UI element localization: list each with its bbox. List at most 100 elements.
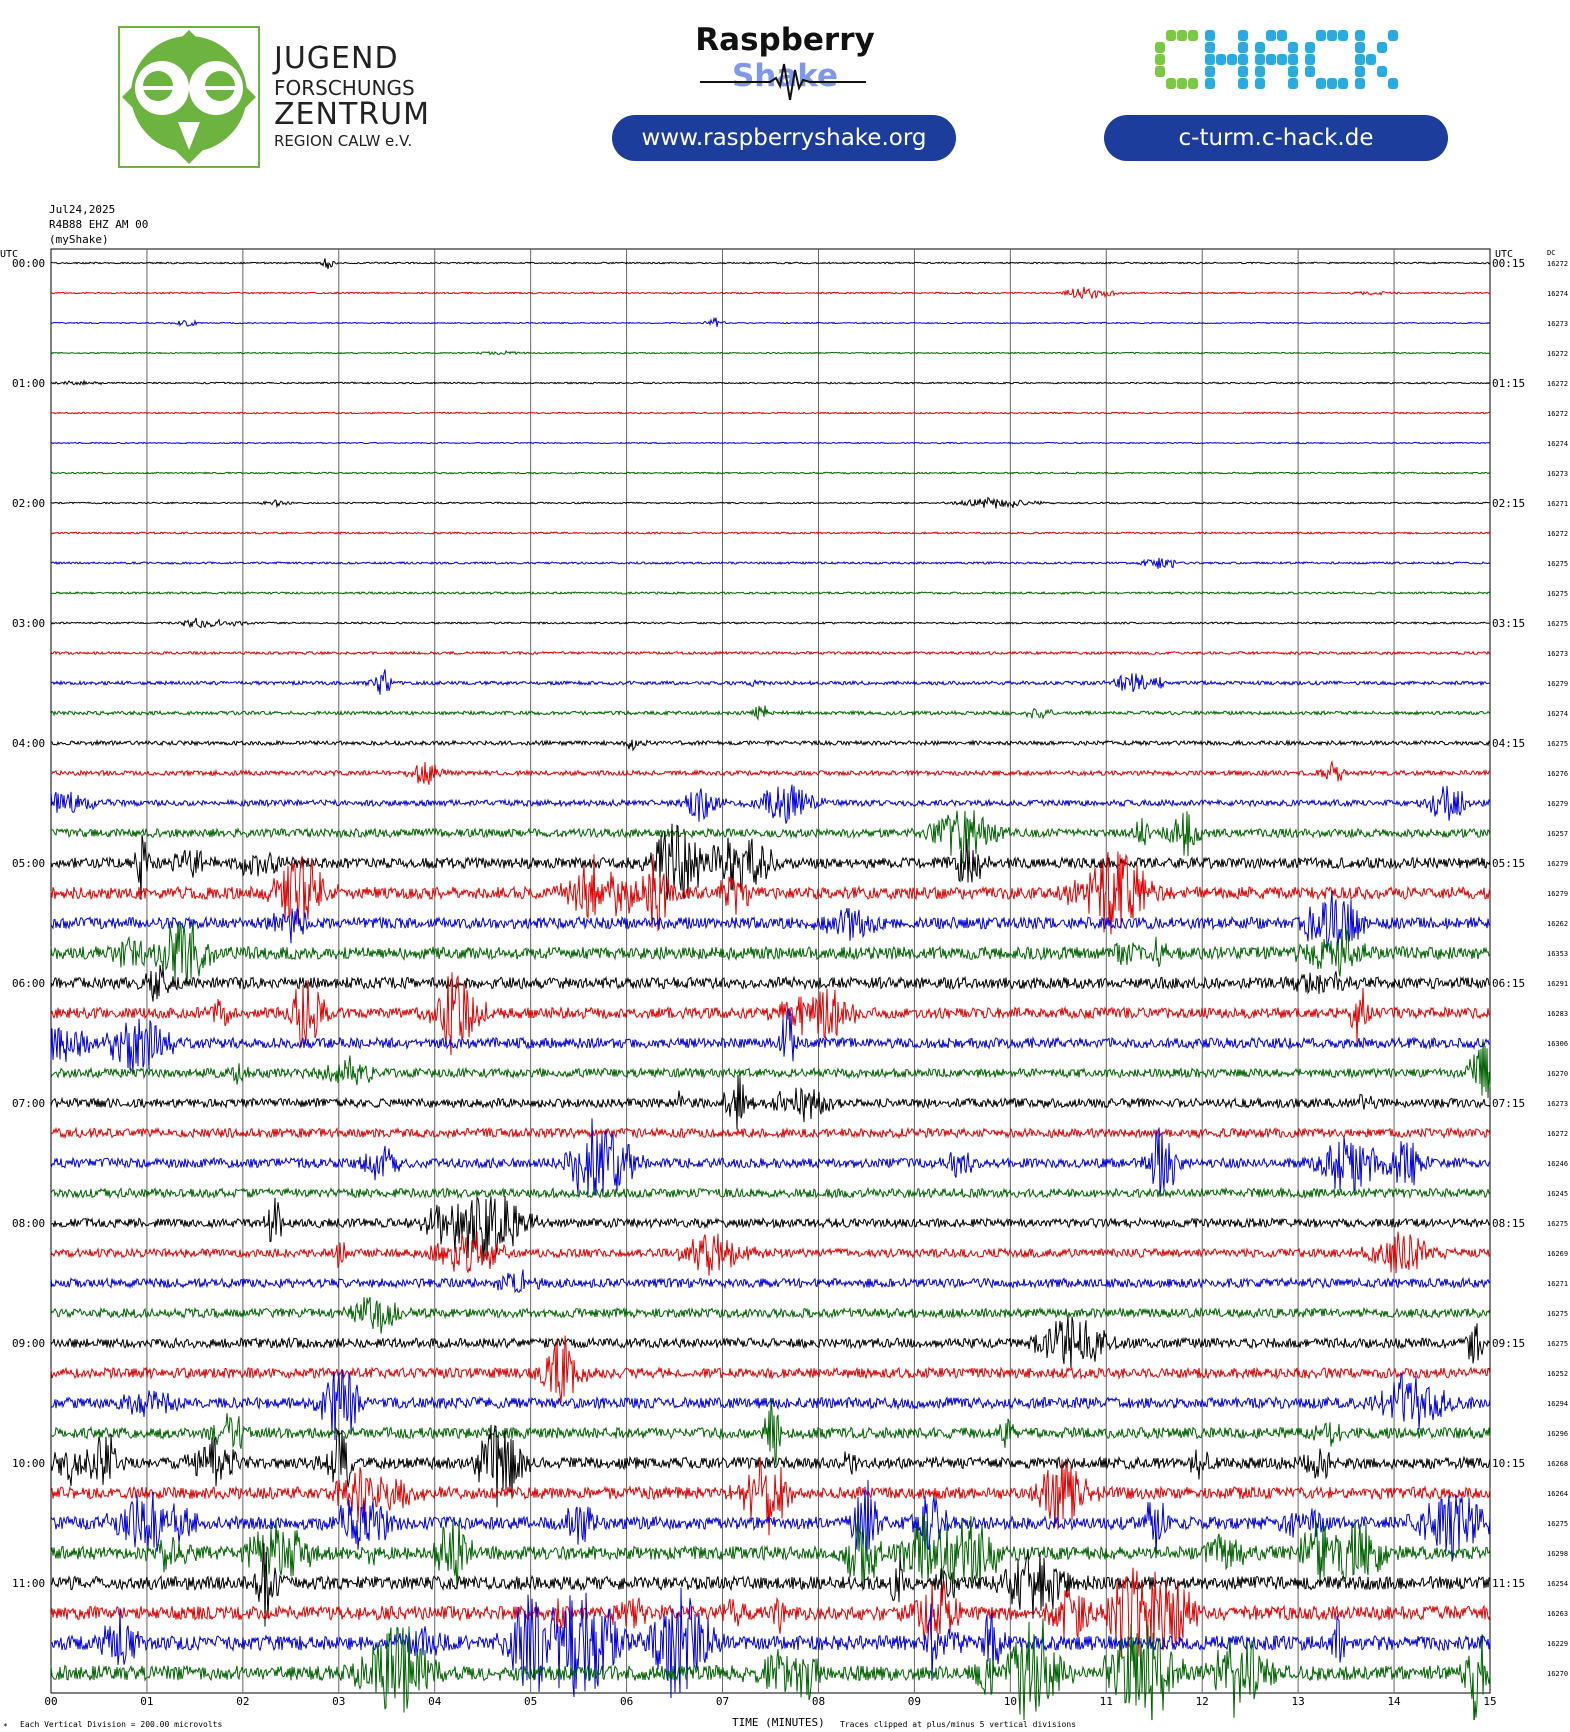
dc-value: 16279	[1547, 680, 1568, 688]
plot-station: R4B88 EHZ AM 00	[49, 218, 149, 231]
trace-line	[50, 590, 1491, 595]
trace-line	[50, 823, 1491, 900]
trace-line	[50, 441, 1491, 445]
dc-value: 16273	[1547, 1100, 1568, 1108]
trace-line	[50, 496, 1491, 509]
dc-value: 16271	[1547, 500, 1568, 508]
dc-value: 16279	[1547, 860, 1568, 868]
x-tick-label: 01	[140, 1695, 153, 1708]
dc-value: 16274	[1547, 710, 1568, 718]
dc-value: 16246	[1547, 1160, 1568, 1168]
dc-value: 16294	[1547, 1400, 1568, 1408]
trace-line	[50, 759, 1491, 785]
x-tick-label: 05	[524, 1695, 537, 1708]
seismic-wave-icon	[700, 63, 866, 101]
dc-value: 16273	[1547, 650, 1568, 658]
dc-value: 16296	[1547, 1430, 1568, 1438]
seismic-traces	[50, 258, 1491, 1720]
x-tick-label: 10	[1004, 1695, 1017, 1708]
chack-letter-c	[1305, 30, 1348, 89]
trace-line	[50, 1269, 1491, 1294]
trace-line	[50, 1567, 1491, 1658]
right-time-label: 08:15	[1492, 1217, 1525, 1230]
right-time-label: 03:15	[1492, 617, 1525, 630]
trace-line	[50, 1543, 1491, 1627]
trace-line	[50, 1618, 1491, 1720]
dc-value: 16263	[1547, 1610, 1568, 1618]
raspberry-word: Raspberry	[695, 22, 875, 58]
right-time-label: 02:15	[1492, 497, 1525, 510]
dc-value: 16270	[1547, 1670, 1568, 1678]
left-time-label: 07:00	[12, 1097, 45, 1110]
jfz-line3: ZENTRUM	[274, 97, 430, 132]
dc-value: 16252	[1547, 1370, 1568, 1378]
chack-letter-h	[1205, 30, 1248, 89]
dc-value: 16353	[1547, 950, 1568, 958]
division-note: Each Vertical Division = 200.00 microvol…	[20, 1720, 223, 1729]
dc-value: 16275	[1547, 1310, 1568, 1318]
chack-letter-k	[1355, 30, 1398, 89]
chack-url[interactable]: c-turm.c-hack.de	[1104, 115, 1448, 161]
dc-value: 16275	[1547, 620, 1568, 628]
helicorder-plot: 00 01 02 03 04 05 06 07 08 09 10 11 12 13 14 15 UTC UTC DC…	[0, 248, 1568, 1720]
trace-line	[50, 1315, 1491, 1369]
x-tick-label: 15	[1483, 1695, 1496, 1708]
dc-value: 16272	[1547, 410, 1568, 418]
plot-frame	[50, 248, 1491, 1694]
right-time-label: 09:15	[1492, 1337, 1525, 1350]
raspberry-shake-url[interactable]: www.raspberryshake.org	[612, 115, 956, 161]
trace-line	[51, 1399, 1491, 1465]
trace-line	[50, 1514, 1491, 1590]
trace-line	[50, 1479, 1491, 1562]
x-tick-label: 12	[1196, 1695, 1209, 1708]
dc-label: DC	[1547, 249, 1555, 257]
dc-value: 16273	[1547, 320, 1568, 328]
dc-value: 16283	[1547, 1010, 1568, 1018]
trace-line	[50, 1424, 1491, 1508]
trace-line	[50, 964, 1491, 1002]
jfz-line4: REGION CALW e.V.	[274, 132, 413, 150]
dc-value: 16245	[1547, 1190, 1568, 1198]
dc-value: 16271	[1547, 1280, 1568, 1288]
left-time-label: 06:00	[12, 977, 45, 990]
trace-line	[50, 258, 1491, 269]
jfz-name: JUGEND FORSCHUNGS ZENTRUM REGION CALW e.…	[274, 44, 430, 149]
trace-line	[50, 851, 1491, 935]
chack-letter-c	[1155, 30, 1198, 89]
trace-line	[50, 557, 1491, 569]
dc-value: 16275	[1547, 1220, 1568, 1228]
left-time-label: 01:00	[12, 377, 45, 390]
jfz-logo: JUGEND FORSCHUNGS ZENTRUM REGION CALW e.…	[118, 26, 438, 168]
plot-source: (myShake)	[49, 233, 109, 246]
dc-value: 16269	[1547, 1250, 1568, 1258]
trace-line	[50, 1008, 1491, 1072]
trace-line	[50, 890, 1491, 953]
trace-line	[50, 1074, 1491, 1130]
trace-line	[50, 650, 1491, 656]
trace-line	[50, 705, 1491, 722]
x-tick-label: 04	[428, 1695, 442, 1708]
right-time-label: 07:15	[1492, 1097, 1525, 1110]
x-tick-label: 06	[620, 1695, 633, 1708]
x-tick-label: 02	[236, 1695, 249, 1708]
left-time-label: 11:00	[12, 1577, 45, 1590]
dc-value: 16254	[1547, 1580, 1568, 1588]
right-time-label: 11:15	[1492, 1577, 1525, 1590]
right-time-label: 01:15	[1492, 377, 1525, 390]
trace-line	[50, 972, 1491, 1056]
trace-line	[50, 531, 1491, 535]
x-tick-label: 14	[1387, 1695, 1401, 1708]
trace-line	[50, 810, 1491, 865]
axis-headers: UTC UTC DC	[0, 249, 1555, 260]
dc-value: 16306	[1547, 1040, 1568, 1048]
right-time-label: 10:15	[1492, 1457, 1525, 1470]
trace-line	[50, 617, 1491, 629]
right-time-label: 00:15	[1492, 257, 1525, 270]
dc-value: 16275	[1547, 590, 1568, 598]
dc-value: 16291	[1547, 980, 1568, 988]
owl-icon	[118, 26, 260, 168]
dc-value: 16273	[1547, 470, 1568, 478]
x-axis-title: TIME (MINUTES)	[732, 1716, 825, 1729]
left-time-label: 09:00	[12, 1337, 45, 1350]
x-tick-label: 00	[44, 1695, 57, 1708]
